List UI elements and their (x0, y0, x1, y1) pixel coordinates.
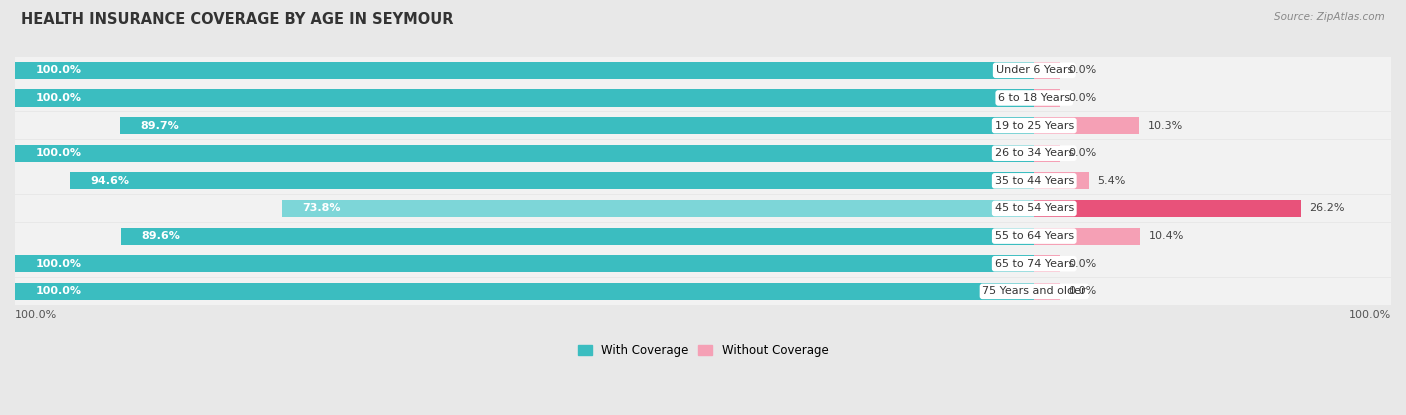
Text: 100.0%: 100.0% (35, 65, 82, 75)
Text: 10.3%: 10.3% (1147, 121, 1182, 131)
Text: 26.2%: 26.2% (1309, 203, 1346, 213)
Bar (15, 145, 1035, 162)
Bar (15, 255, 1035, 272)
Text: 45 to 54 Years: 45 to 54 Years (994, 203, 1074, 213)
Bar (121, 227, 1035, 245)
Bar (1035, 117, 1139, 134)
Bar (1035, 89, 1060, 107)
Text: 89.6%: 89.6% (142, 231, 180, 241)
Text: 5.4%: 5.4% (1098, 176, 1126, 186)
Bar (70, 172, 1035, 189)
Bar (120, 117, 1035, 134)
Text: 73.8%: 73.8% (302, 203, 340, 213)
Bar (15, 167, 1391, 194)
Text: 35 to 44 Years: 35 to 44 Years (994, 176, 1074, 186)
Legend: With Coverage, Without Coverage: With Coverage, Without Coverage (572, 339, 834, 361)
Text: 100.0%: 100.0% (35, 259, 82, 269)
Bar (15, 140, 1391, 167)
Text: 75 Years and older: 75 Years and older (983, 286, 1085, 296)
Text: Source: ZipAtlas.com: Source: ZipAtlas.com (1274, 12, 1385, 22)
Text: 89.7%: 89.7% (141, 121, 179, 131)
Bar (15, 250, 1391, 277)
Text: 100.0%: 100.0% (35, 93, 82, 103)
Bar (1035, 200, 1302, 217)
Bar (15, 84, 1391, 112)
Text: 100.0%: 100.0% (35, 148, 82, 158)
Bar (1035, 145, 1060, 162)
Bar (15, 278, 1391, 305)
Bar (15, 112, 1391, 139)
Text: Under 6 Years: Under 6 Years (995, 65, 1073, 75)
Bar (1035, 172, 1090, 189)
Text: 100.0%: 100.0% (1348, 310, 1391, 320)
Bar (15, 283, 1035, 300)
Text: 100.0%: 100.0% (35, 286, 82, 296)
Text: 55 to 64 Years: 55 to 64 Years (994, 231, 1074, 241)
Text: 94.6%: 94.6% (90, 176, 129, 186)
Bar (15, 195, 1391, 222)
Text: HEALTH INSURANCE COVERAGE BY AGE IN SEYMOUR: HEALTH INSURANCE COVERAGE BY AGE IN SEYM… (21, 12, 454, 27)
Bar (1035, 283, 1060, 300)
Bar (1035, 62, 1060, 79)
Text: 6 to 18 Years: 6 to 18 Years (998, 93, 1070, 103)
Text: 0.0%: 0.0% (1069, 93, 1097, 103)
Bar (1035, 255, 1060, 272)
Text: 26 to 34 Years: 26 to 34 Years (994, 148, 1074, 158)
Text: 10.4%: 10.4% (1149, 231, 1184, 241)
Text: 0.0%: 0.0% (1069, 65, 1097, 75)
Bar (283, 200, 1035, 217)
Text: 0.0%: 0.0% (1069, 259, 1097, 269)
Text: 0.0%: 0.0% (1069, 148, 1097, 158)
Bar (1035, 227, 1140, 245)
Bar (15, 222, 1391, 250)
Bar (15, 57, 1391, 84)
Text: 100.0%: 100.0% (15, 310, 58, 320)
Bar (15, 62, 1035, 79)
Text: 0.0%: 0.0% (1069, 286, 1097, 296)
Text: 19 to 25 Years: 19 to 25 Years (994, 121, 1074, 131)
Text: 65 to 74 Years: 65 to 74 Years (994, 259, 1074, 269)
Bar (15, 89, 1035, 107)
